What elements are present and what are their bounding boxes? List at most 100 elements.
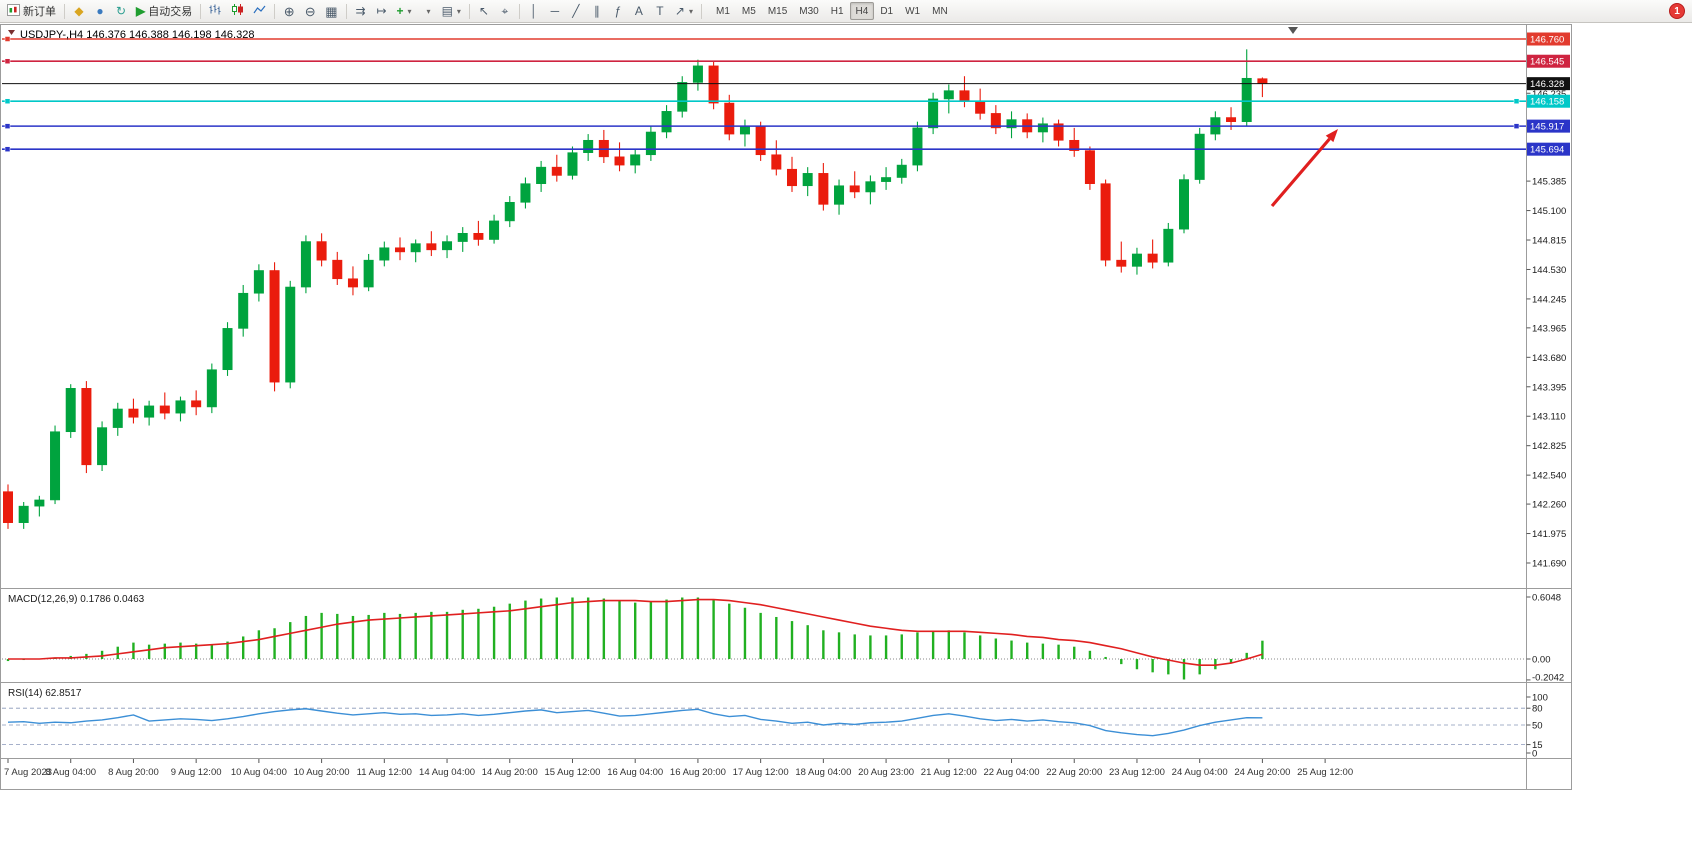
- tf-button-m15[interactable]: M15: [762, 2, 793, 20]
- candlestick-chart-button[interactable]: [227, 2, 248, 21]
- chart-canvas[interactable]: 146.235 145.385 145.100 144.815 144.530 144.2…: [0, 24, 1692, 853]
- chart-shift-button[interactable]: ↦: [372, 2, 392, 21]
- trend-arrow-annotation[interactable]: [1270, 129, 1338, 208]
- new-order-button[interactable]: 新订单: [3, 2, 60, 21]
- line-handle[interactable]: [4, 98, 11, 104]
- svg-text:17 Aug 12:00: 17 Aug 12:00: [733, 767, 789, 778]
- toolbar-separator: [701, 3, 702, 19]
- fibonacci-button[interactable]: ƒ: [608, 2, 628, 21]
- trendline-icon: ╱: [572, 4, 580, 18]
- horizontal-line-button[interactable]: ─: [545, 2, 565, 21]
- community-button[interactable]: ●: [90, 2, 110, 21]
- line-chart-button[interactable]: [249, 2, 270, 21]
- line-handle[interactable]: [1513, 123, 1520, 129]
- chart-menu-icon[interactable]: [8, 30, 15, 35]
- price-line-146760-line[interactable]: [2, 36, 1526, 42]
- auto-scroll-button[interactable]: ⇉: [351, 2, 371, 21]
- svg-text:143.965: 143.965: [1532, 323, 1566, 334]
- svg-text:143.395: 143.395: [1532, 382, 1566, 393]
- bar-chart-icon: [209, 4, 222, 18]
- timeframe-buttons: M1 M5 M15 M30 H1 H4 D1 W1 MN: [710, 2, 954, 20]
- price-line-146545-line[interactable]: [2, 58, 1526, 64]
- svg-text:-0.2042: -0.2042: [1532, 673, 1564, 684]
- zoom-in-button[interactable]: ⊕: [279, 2, 299, 21]
- toolbar-separator: [274, 3, 276, 19]
- svg-text:24 Aug 04:00: 24 Aug 04:00: [1172, 767, 1228, 778]
- refresh-button[interactable]: ↻: [111, 2, 131, 21]
- svg-text:23 Aug 12:00: 23 Aug 12:00: [1109, 767, 1165, 778]
- svg-text:7 Aug 2023: 7 Aug 2023: [4, 767, 52, 778]
- tf-button-w1[interactable]: W1: [899, 2, 926, 20]
- chart-shift-marker[interactable]: [1288, 27, 1298, 34]
- macd-panel: 0.6048 0.00 -0.2042 MACD(12,26,9) 0.1786 0.…: [2, 593, 1564, 684]
- chevron-down-icon: ▾: [688, 6, 693, 16]
- cursor-icon: ↖: [478, 4, 489, 18]
- svg-text:141.690: 141.690: [1532, 558, 1566, 569]
- price-axis[interactable]: 146.235 145.385 145.100 144.815 144.530 144.2…: [1526, 89, 1567, 570]
- text-label-icon: T: [656, 4, 664, 18]
- tf-button-h4[interactable]: H4: [849, 2, 875, 20]
- line-handle[interactable]: [4, 123, 11, 129]
- tf-button-d1[interactable]: D1: [874, 2, 899, 20]
- svg-text:146.760: 146.760: [1530, 35, 1564, 46]
- notification-badge[interactable]: 1: [1669, 3, 1685, 19]
- svg-text:20 Aug 23:00: 20 Aug 23:00: [858, 767, 914, 778]
- equidistant-channel-button[interactable]: ∥: [587, 2, 607, 21]
- text-tool-button[interactable]: A: [629, 2, 649, 21]
- tf-button-mn[interactable]: MN: [926, 2, 954, 20]
- zoom-out-button[interactable]: ⊖: [300, 2, 320, 21]
- vertical-line-button[interactable]: │: [524, 2, 544, 21]
- svg-text:9 Aug 12:00: 9 Aug 12:00: [171, 767, 222, 778]
- arrows-tool-button[interactable]: ↗ ▾: [671, 2, 697, 21]
- tf-button-m30[interactable]: M30: [793, 2, 824, 20]
- autotrading-button[interactable]: ▶ 自动交易: [132, 2, 196, 21]
- new-order-icon: [7, 3, 20, 19]
- price-line-145917-line[interactable]: [2, 123, 1526, 129]
- metaeditor-button[interactable]: ◆: [69, 2, 89, 21]
- svg-text:15: 15: [1532, 740, 1543, 751]
- svg-text:142.540: 142.540: [1532, 471, 1566, 482]
- ohlc-header: USDJPY-,H4 146.376 146.388 146.198 146.3…: [8, 29, 254, 41]
- svg-text:146.158: 146.158: [1530, 97, 1564, 108]
- line-handle[interactable]: [1513, 98, 1520, 104]
- cursor-button[interactable]: ↖: [474, 2, 494, 21]
- tf-button-m5[interactable]: M5: [736, 2, 762, 20]
- chart-window-border: [0, 24, 1572, 790]
- line-chart-icon: [253, 4, 266, 18]
- price-line-145694-line[interactable]: [2, 146, 1526, 152]
- templates-button[interactable]: ▤ ▾: [438, 2, 465, 21]
- refresh-icon: ↻: [115, 4, 127, 18]
- autotrading-label: 自动交易: [148, 6, 193, 18]
- bar-chart-button[interactable]: [205, 2, 226, 21]
- new-order-label: 新订单: [23, 6, 56, 18]
- tile-windows-button[interactable]: ▦: [321, 2, 341, 21]
- line-handle[interactable]: [4, 146, 11, 152]
- svg-text:RSI(14) 62.8517: RSI(14) 62.8517: [8, 688, 82, 699]
- indicators-button[interactable]: + ▾: [393, 2, 416, 21]
- svg-text:145.917: 145.917: [1530, 122, 1564, 133]
- svg-text:144.245: 144.245: [1532, 294, 1566, 305]
- crosshair-button[interactable]: ⌖: [495, 2, 515, 21]
- svg-text:11 Aug 12:00: 11 Aug 12:00: [357, 767, 412, 778]
- trendline-button[interactable]: ╱: [566, 2, 586, 21]
- vertical-line-icon: │: [530, 4, 538, 18]
- tf-button-h1[interactable]: H1: [825, 2, 850, 20]
- price-axis-tags: 146.760 146.545 146.158 145.917 145.694 146.3…: [1527, 32, 1570, 156]
- periods-button[interactable]: ▾: [417, 2, 437, 21]
- svg-text:14 Aug 04:00: 14 Aug 04:00: [419, 767, 475, 778]
- svg-text:80: 80: [1532, 704, 1543, 715]
- svg-text:MACD(12,26,9) 0.1786 0.0463: MACD(12,26,9) 0.1786 0.0463: [8, 594, 145, 605]
- svg-text:100: 100: [1532, 693, 1548, 704]
- line-handle[interactable]: [4, 58, 11, 64]
- svg-text:10 Aug 20:00: 10 Aug 20:00: [294, 767, 350, 778]
- svg-text:145.694: 145.694: [1530, 145, 1564, 156]
- line-handle[interactable]: [4, 36, 11, 42]
- svg-text:143.680: 143.680: [1532, 353, 1566, 364]
- toolbar-separator: [468, 3, 470, 19]
- candlestick-chart-icon: [231, 4, 244, 18]
- svg-text:145.385: 145.385: [1532, 177, 1566, 188]
- tf-button-m1[interactable]: M1: [710, 2, 736, 20]
- price-line-146158-line[interactable]: [2, 98, 1526, 104]
- text-label-button[interactable]: T: [650, 2, 670, 21]
